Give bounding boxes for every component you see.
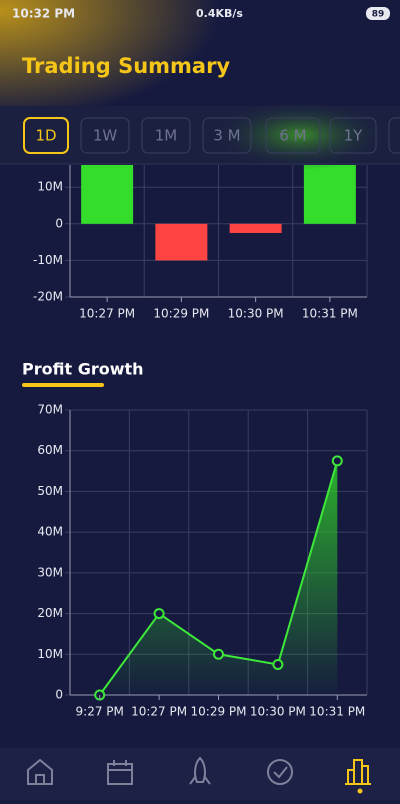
tab-label: 3 M — [213, 127, 240, 145]
x-tick-label: 10:29 PM — [153, 307, 209, 321]
tab[interactable] — [329, 117, 377, 154]
point — [213, 648, 224, 660]
status-speed: 0.4KB/s — [196, 7, 243, 20]
tab-label: 6 M — [279, 127, 306, 145]
tab[interactable] — [80, 117, 130, 154]
y-tick-label: 10M — [37, 647, 63, 661]
y-tick-label: 30M — [37, 565, 63, 579]
tab[interactable] — [265, 117, 321, 154]
point — [272, 658, 284, 670]
section-underline — [22, 383, 104, 387]
tab-label: 1W — [93, 127, 118, 145]
y-tick-label: 0 — [55, 688, 63, 702]
tab-partial[interactable] — [388, 117, 400, 154]
bar — [155, 223, 208, 261]
y-tick-label: 0 — [55, 216, 63, 230]
x-tick-label: 10:30 PM — [250, 705, 306, 719]
nav-active-dot — [357, 788, 363, 794]
tab-label: 1D — [35, 127, 56, 145]
battery-level: 89 — [372, 10, 385, 20]
nav-rocket[interactable] — [189, 756, 211, 785]
x-tick-label: 10:31 PM — [302, 307, 358, 321]
nav-check[interactable] — [267, 759, 293, 785]
page-title: Trading Summary — [22, 54, 230, 78]
bottom-nav — [0, 748, 400, 800]
y-tick-label: 20M — [37, 606, 63, 620]
nav-chart[interactable] — [345, 759, 371, 785]
y-tick-label: 40M — [37, 525, 63, 539]
x-tick-label: 10:27 PM — [79, 307, 135, 321]
status-time: 10:32 PM — [12, 7, 75, 21]
tab[interactable] — [23, 117, 69, 154]
bar — [229, 223, 282, 233]
y-tick-label: -10M — [33, 253, 63, 267]
tab[interactable] — [202, 117, 252, 154]
y-tick-label: 10M — [37, 180, 63, 194]
x-tick-label: 10:31 PM — [309, 705, 365, 719]
tab-label: 1Y — [344, 127, 364, 145]
header-glow — [0, 0, 400, 110]
y-tick-label: -20M — [33, 290, 63, 304]
nav-check-mark — [273, 766, 288, 779]
point — [331, 455, 343, 467]
y-tick-label: 70M — [37, 403, 63, 417]
x-tick-label: 10:27 PM — [131, 705, 187, 719]
tabs: 1D 1W 1M 3 M 6 M 1Y — [23, 117, 377, 154]
y-tick-label: 50M — [37, 484, 63, 498]
x-tick-label: 10:29 PM — [191, 705, 247, 719]
tab-label: 1M — [155, 127, 178, 145]
y-tick-label: 60M — [37, 443, 63, 457]
x-tick-label: 9:27 PM — [76, 705, 124, 719]
battery — [366, 7, 390, 20]
area — [99, 460, 338, 695]
tab[interactable] — [141, 117, 191, 154]
nav-home[interactable] — [27, 758, 53, 785]
section-title: Profit Growth — [22, 360, 144, 379]
x-tick-label: 10:30 PM — [228, 307, 284, 321]
nav-calendar[interactable] — [107, 760, 133, 785]
point — [153, 608, 165, 620]
